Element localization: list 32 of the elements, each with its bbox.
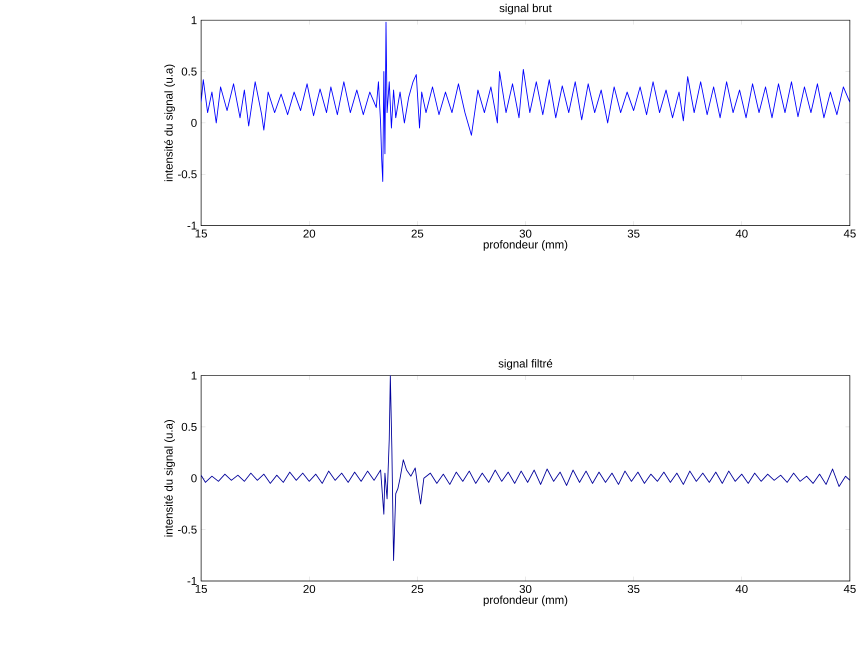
y-tick-label: 0.5 [182,422,197,432]
line-series [201,22,850,182]
y-tick-label: -0.5 [178,170,197,178]
y-tick-label: 0 [191,474,197,482]
y-tick-label: -0.5 [178,526,197,534]
x-tick-label: 35 [628,585,640,594]
y-tick-label: 1 [192,16,197,24]
x-tick-label: 45 [844,585,856,594]
y-tick-label: -1 [187,577,197,586]
y-tick-label: 0 [191,118,197,128]
y-tick-label: 1 [192,372,197,380]
line-series [201,376,850,561]
x-tick-label: 45 [844,230,856,238]
x-axis-title: profondeur (mm) [484,240,568,251]
x-tick-label: 20 [303,230,316,238]
x-tick-label: 40 [736,585,748,594]
x-tick-label: 15 [196,585,207,594]
x-tick-label: 15 [196,230,207,238]
x-tick-label: 30 [520,230,532,238]
x-tick-label: 25 [412,585,424,594]
y-axis-title: intensité du signal (u.a) [164,420,175,537]
chart-title: signal filtré [498,359,552,370]
y-tick-label: -1 [187,222,197,230]
chart-title: signal brut [499,4,552,15]
x-tick-label: 25 [412,230,424,238]
x-axis-title: profondeur (mm) [484,596,568,606]
y-tick-label: 0.5 [182,68,197,76]
y-axis-title: intensité du signal (u.a) [164,64,175,182]
x-tick-label: 40 [736,230,748,238]
x-tick-label: 30 [520,585,532,594]
x-tick-label: 20 [303,585,316,594]
x-tick-label: 35 [628,230,640,238]
